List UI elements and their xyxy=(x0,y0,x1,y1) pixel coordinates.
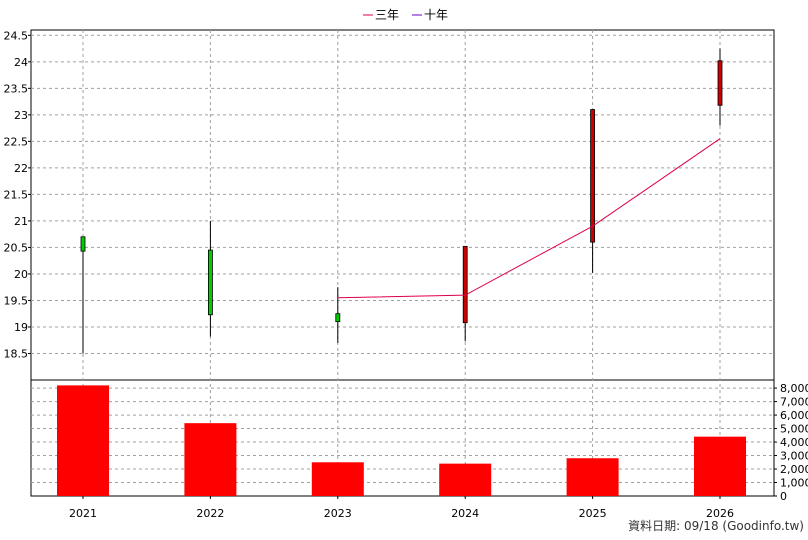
price-tick-label: 23.5 xyxy=(4,82,29,95)
price-tick-label: 22.5 xyxy=(4,135,29,148)
volume-tick-label: 6,000 xyxy=(780,409,808,422)
price-tick-label: 21 xyxy=(14,215,28,228)
volume-tick-label: 3,000 xyxy=(780,450,808,463)
x-tick-label-2026: 2026 xyxy=(706,507,734,520)
volume-tick-label: 0 xyxy=(780,490,787,503)
legend: 三年 十年 xyxy=(363,8,448,22)
volume-tick-label: 4,000 xyxy=(780,436,808,449)
legend-label-0: 三年 xyxy=(375,8,399,22)
price-tick-label: 23 xyxy=(14,109,28,122)
data-date-footer: 資料日期: 09/18 (Goodinfo.tw) xyxy=(628,519,804,533)
price-tick-label: 22 xyxy=(14,162,28,175)
price-tick-label: 19.5 xyxy=(4,294,29,307)
price-tick-label: 24.5 xyxy=(4,29,29,42)
price-tick-label: 21.5 xyxy=(4,188,29,201)
volume-tick-label: 5,000 xyxy=(780,423,808,436)
axis-tick-labels: 18.5 19 19.5 20 20.5 21 21.5 22 22.5 23 23.5 24 24.5… xyxy=(4,29,808,520)
volume-bar-2023 xyxy=(311,462,364,496)
price-tick-label: 19 xyxy=(14,321,28,334)
price-tick-label: 24 xyxy=(14,56,28,69)
volume-bar-2021 xyxy=(57,385,109,496)
grid-lines xyxy=(31,30,774,496)
volume-bar-2024 xyxy=(439,463,492,496)
x-tick-label-2025: 2025 xyxy=(579,507,607,520)
price-tick-label: 20.5 xyxy=(4,241,29,254)
x-tick-label-2022: 2022 xyxy=(196,507,224,520)
price-tick-label: 18.5 xyxy=(4,347,29,360)
x-tick-label-2024: 2024 xyxy=(451,507,479,520)
average-lines xyxy=(337,138,721,299)
volume-tick-label: 1,000 xyxy=(780,477,808,490)
volume-bar-2022 xyxy=(184,423,237,496)
volume-bar-2026 xyxy=(694,436,746,496)
candle-body-2024 xyxy=(462,245,468,324)
price-plot-area xyxy=(30,29,775,381)
candle-body-2022 xyxy=(207,249,213,316)
legend-label-1: 十年 xyxy=(424,8,448,22)
volume-tick-label: 2,000 xyxy=(780,463,808,476)
volume-plot-area xyxy=(30,379,775,497)
volume-bars xyxy=(57,385,746,496)
volume-tick-label: 8,000 xyxy=(780,382,808,395)
candle-body-2023 xyxy=(335,313,341,323)
volume-bar-2025 xyxy=(566,458,619,496)
candle-body-2026 xyxy=(717,60,723,106)
volume-tick-label: 7,000 xyxy=(780,396,808,409)
candle-body-2021 xyxy=(80,236,86,252)
price-tick-label: 20 xyxy=(14,268,28,281)
x-tick-label-2021: 2021 xyxy=(69,507,97,520)
candlesticks xyxy=(80,48,723,354)
x-tick-label-2023: 2023 xyxy=(324,507,352,520)
candle-body-2025 xyxy=(590,109,595,243)
series-line-0 xyxy=(337,138,721,299)
